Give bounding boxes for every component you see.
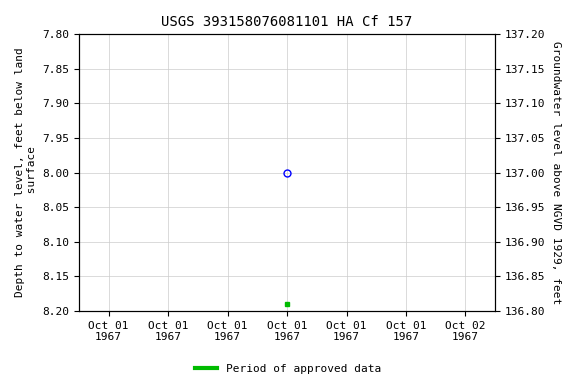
Y-axis label: Groundwater level above NGVD 1929, feet: Groundwater level above NGVD 1929, feet <box>551 41 561 304</box>
Y-axis label: Depth to water level, feet below land
 surface: Depth to water level, feet below land su… <box>15 48 37 298</box>
Legend: Period of approved data: Period of approved data <box>191 359 385 379</box>
Title: USGS 393158076081101 HA Cf 157: USGS 393158076081101 HA Cf 157 <box>161 15 412 29</box>
